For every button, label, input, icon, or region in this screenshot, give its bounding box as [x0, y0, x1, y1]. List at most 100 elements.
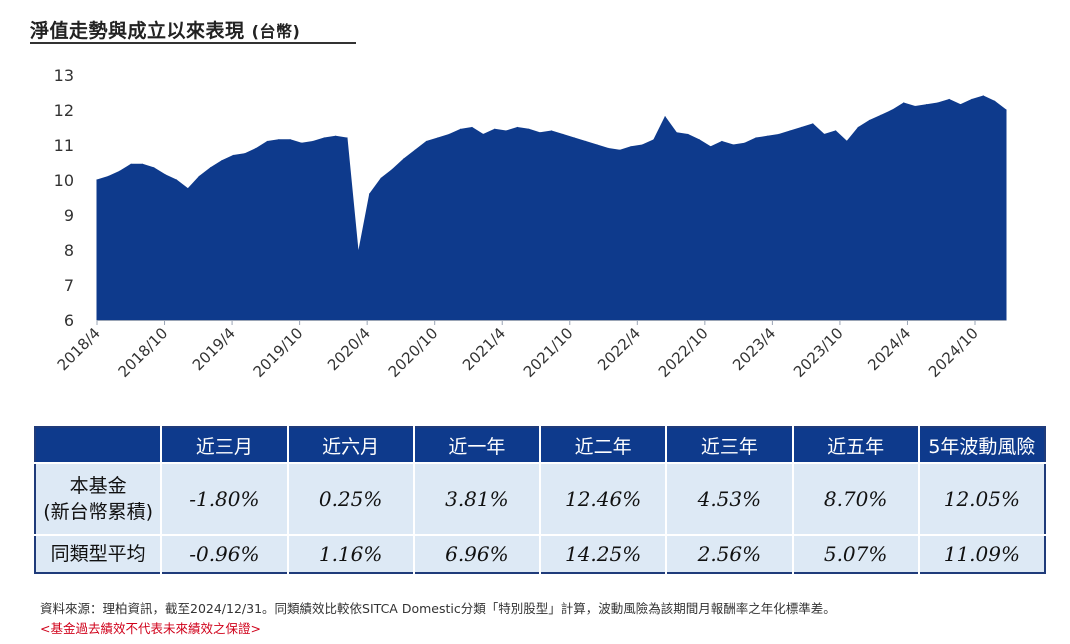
data-point	[357, 252, 359, 255]
data-point	[448, 133, 450, 136]
data-point	[494, 128, 496, 130]
header-cell: 近一年	[413, 427, 542, 463]
data-point	[460, 128, 462, 130]
data-point	[925, 104, 928, 106]
header-cell: 近三年	[666, 427, 794, 463]
data-point	[198, 175, 200, 178]
data-point	[630, 146, 632, 148]
data-point	[312, 140, 314, 143]
data-point	[210, 167, 212, 169]
title-text: 淨值走勢與成立以來表現	[30, 20, 245, 42]
data-point	[425, 140, 428, 143]
data-point	[857, 126, 859, 129]
data-point	[710, 146, 712, 148]
data-point	[221, 160, 223, 162]
x-tick-label: 2023/10	[790, 324, 847, 381]
table-row: 同類型平均 -0.96% 1.16% 6.96% 14.25% 2.56% 5.…	[35, 534, 1045, 573]
x-tick-label: 2024/10	[925, 324, 982, 381]
data-point	[835, 130, 837, 132]
header-cell: 近五年	[792, 427, 920, 463]
x-tick-label: 2020/4	[324, 324, 374, 374]
data-point	[687, 133, 689, 136]
y-tick-label: 7	[64, 276, 74, 295]
table-cell: 12.05%	[918, 462, 1045, 535]
data-point	[641, 144, 644, 146]
data-point	[391, 168, 393, 171]
data-point	[698, 139, 700, 141]
table-cell: 0.25%	[287, 462, 415, 535]
x-tick-label: 2019/10	[250, 324, 307, 381]
data-point	[948, 98, 950, 101]
data-point	[562, 133, 564, 136]
title-unit: (台幣)	[251, 22, 301, 41]
data-point	[482, 133, 484, 136]
x-tick-label: 2018/10	[115, 324, 172, 381]
data-point	[596, 144, 598, 146]
x-tick-label: 2019/4	[189, 324, 239, 374]
data-point	[607, 147, 609, 150]
table-cell: 3.81%	[413, 462, 542, 535]
data-point	[778, 133, 780, 136]
data-point	[505, 130, 507, 132]
data-point	[959, 104, 962, 106]
table-cell: 4.53%	[666, 462, 794, 535]
data-point	[721, 140, 723, 143]
data-point	[187, 188, 189, 190]
data-point	[539, 132, 541, 134]
data-point	[255, 147, 257, 150]
data-point	[175, 179, 178, 181]
x-tick-label: 2023/4	[729, 324, 779, 374]
data-point	[994, 100, 996, 102]
y-tick-label: 10	[54, 171, 74, 190]
data-point	[130, 163, 132, 165]
data-point	[1005, 109, 1007, 111]
table-header-row: 近三月 近六月 近一年 近二年 近三年 近五年 5年波動風險	[35, 427, 1045, 463]
data-point	[266, 140, 268, 143]
table-row: 本基金 (新台幣累積) -1.80% 0.25% 3.81% 12.46% 4.…	[35, 462, 1045, 535]
data-point	[278, 139, 280, 141]
data-point	[516, 126, 519, 129]
table-cell: -0.96%	[161, 534, 289, 573]
data-point	[675, 132, 678, 134]
header-cell: 近二年	[540, 427, 668, 463]
performance-table: 近三月 近六月 近一年 近二年 近三年 近五年 5年波動風險 本基金 (新台幣累…	[34, 426, 1046, 574]
data-point	[403, 158, 405, 160]
performance-disclaimer: <基金過去績效不代表未來績效之保證>	[40, 621, 261, 636]
data-point	[869, 119, 871, 122]
data-point	[96, 179, 98, 181]
series-area	[96, 95, 1007, 321]
data-point	[766, 135, 769, 137]
x-tick-label: 2022/10	[655, 324, 712, 381]
data-point	[903, 102, 905, 104]
data-point	[653, 139, 655, 141]
row-label-line1: 本基金	[69, 475, 127, 497]
data-point	[471, 126, 473, 129]
data-point	[380, 177, 382, 179]
data-point	[550, 130, 553, 132]
title-underline	[30, 42, 356, 44]
page-title: 淨值走勢與成立以來表現 (台幣)	[30, 16, 300, 43]
data-point	[573, 137, 575, 139]
table-cell: 14.25%	[540, 534, 668, 573]
data-point	[437, 137, 439, 139]
data-point	[346, 137, 348, 139]
data-point	[812, 123, 814, 125]
data-point	[800, 126, 803, 129]
x-tick-label: 2021/10	[520, 324, 577, 381]
data-point	[369, 193, 371, 195]
data-point	[664, 116, 666, 118]
data-point	[335, 135, 337, 137]
data-point	[846, 140, 848, 143]
data-point	[414, 149, 416, 151]
x-tick-label: 2018/4	[54, 324, 104, 374]
data-point	[619, 149, 621, 151]
data-point	[937, 102, 939, 104]
table-cell: 6.96%	[413, 534, 542, 573]
y-tick-label: 6	[64, 311, 74, 330]
table-cell: 12.46%	[540, 462, 668, 535]
data-point	[153, 167, 155, 169]
data-point	[732, 144, 734, 146]
x-tick-label: 2022/4	[594, 324, 644, 374]
header-cell: 近六月	[287, 427, 415, 463]
data-point	[914, 105, 916, 108]
